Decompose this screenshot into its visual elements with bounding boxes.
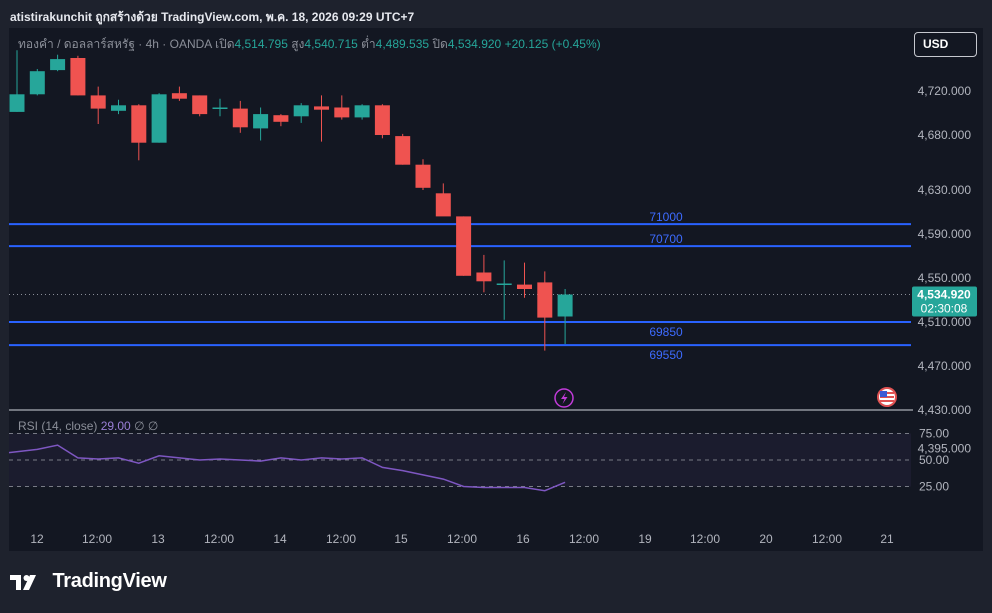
candle-body bbox=[9, 94, 25, 112]
candle-body bbox=[70, 58, 86, 96]
candle-body bbox=[171, 93, 187, 99]
currency-button[interactable]: USD bbox=[914, 32, 977, 57]
legend-low: 4,489.535 bbox=[375, 37, 430, 51]
price-tick-label: 4,470.000 bbox=[918, 359, 972, 373]
legend-high: 4,540.715 bbox=[304, 37, 358, 51]
rsi-legend-label: RSI (14, close) bbox=[18, 419, 98, 433]
price-tick-label: 4,395.000 bbox=[918, 442, 972, 456]
candle-body bbox=[212, 107, 228, 109]
rsi-line bbox=[8, 444, 566, 492]
candle-body bbox=[517, 284, 532, 289]
tradingview-logo-icon bbox=[10, 574, 36, 590]
time-tick-label: 12:00 bbox=[204, 532, 234, 546]
header-title: atistirakunchit ถูกสร้างด้วย TradingView… bbox=[10, 10, 415, 24]
time-tick-label: 12:00 bbox=[326, 532, 356, 546]
time-tick-label: 12:00 bbox=[812, 532, 842, 546]
rsi-tick-label: 25.00 bbox=[919, 480, 949, 494]
time-tick-label: 12 bbox=[30, 532, 44, 546]
price-tick-label: 4,510.000 bbox=[918, 315, 972, 329]
candle-body bbox=[232, 108, 248, 128]
candle-body bbox=[334, 107, 350, 118]
candle-body bbox=[415, 164, 431, 188]
rsi-tick-label: 75.00 bbox=[919, 427, 949, 441]
candle-body bbox=[395, 136, 411, 165]
candle-body bbox=[253, 114, 269, 129]
level-label: 71000 bbox=[649, 210, 683, 224]
level-label: 70700 bbox=[649, 232, 683, 246]
time-tick-label: 16 bbox=[516, 532, 530, 546]
candle-body bbox=[29, 71, 45, 95]
time-tick-label: 21 bbox=[880, 532, 894, 546]
price-tick-label: 4,630.000 bbox=[918, 183, 972, 197]
event-lightning-icon bbox=[554, 388, 574, 408]
candle-body bbox=[496, 283, 512, 285]
price-tick-label: 4,720.000 bbox=[918, 84, 972, 98]
candle-body bbox=[354, 105, 370, 118]
rsi-legend-extra2: ∅ bbox=[147, 419, 159, 433]
candle-body bbox=[111, 105, 126, 111]
header-bar: atistirakunchit ถูกสร้างด้วย TradingView… bbox=[0, 0, 992, 28]
candle-body bbox=[50, 59, 66, 71]
flag-canton bbox=[880, 391, 887, 397]
legend-open: 4,514.795 bbox=[234, 37, 288, 51]
price-tick-label: 4,430.000 bbox=[918, 403, 972, 417]
rsi-legend: RSI (14, close) 29.00 ∅ ∅ bbox=[18, 419, 158, 433]
legend-change: +20.125 (+0.45%) bbox=[504, 37, 601, 51]
flag-stripe bbox=[880, 400, 894, 402]
legend-open-label: เปิด bbox=[214, 37, 235, 51]
candle-body bbox=[537, 282, 553, 318]
candle-body bbox=[476, 272, 492, 282]
time-tick-label: 12:00 bbox=[447, 532, 477, 546]
level-label: 69850 bbox=[649, 325, 683, 339]
time-tick-label: 19 bbox=[638, 532, 652, 546]
candle-body bbox=[314, 106, 329, 110]
time-tick-label: 20 bbox=[759, 532, 773, 546]
rsi-legend-extra1: ∅ bbox=[134, 419, 145, 433]
time-tick-label: 14 bbox=[273, 532, 287, 546]
time-tick-label: 12:00 bbox=[690, 532, 720, 546]
time-tick-label: 12:00 bbox=[82, 532, 112, 546]
legend-high-label: สูง bbox=[291, 37, 305, 51]
candle-body bbox=[131, 105, 147, 143]
current-price-label: 4,534.920 bbox=[917, 288, 971, 302]
price-tick-label: 4,680.000 bbox=[918, 128, 972, 142]
countdown-label: 02:30:08 bbox=[921, 302, 968, 316]
time-tick-label: 12:00 bbox=[569, 532, 599, 546]
price-tick-label: 4,550.000 bbox=[918, 271, 972, 285]
legend-symbol: ทองคำ / ดอลลาร์สหรัฐ · 4h · OANDA bbox=[18, 37, 212, 51]
candle-body bbox=[456, 216, 472, 276]
candle-body bbox=[273, 115, 289, 122]
candle-body bbox=[90, 95, 106, 109]
candle-body bbox=[374, 105, 390, 135]
price-tick-label: 4,590.000 bbox=[918, 227, 972, 241]
candle-body bbox=[435, 193, 451, 217]
series-legend: ทองคำ / ดอลลาร์สหรัฐ · 4h · OANDA เปิด4,… bbox=[18, 35, 601, 54]
current-price-tag bbox=[912, 286, 977, 317]
rsi-legend-value: 29.00 bbox=[100, 419, 131, 433]
candle-body bbox=[151, 94, 167, 143]
legend-close: 4,534.920 bbox=[447, 37, 502, 51]
rsi-tick-label: 50.00 bbox=[919, 453, 949, 467]
candle-body bbox=[557, 294, 573, 317]
time-tick-label: 15 bbox=[394, 532, 408, 546]
footer-brand-text: TradingView bbox=[52, 570, 167, 592]
level-label: 69550 bbox=[649, 348, 683, 362]
time-tick-label: 13 bbox=[151, 532, 165, 546]
legend-close-label: ปิด bbox=[432, 37, 448, 51]
legend-low-label: ต่ำ bbox=[361, 37, 376, 51]
lightning-glyph bbox=[561, 392, 568, 404]
footer-brand[interactable]: TradingView bbox=[10, 570, 167, 598]
candle-body bbox=[293, 105, 309, 117]
candle-body bbox=[192, 95, 208, 115]
